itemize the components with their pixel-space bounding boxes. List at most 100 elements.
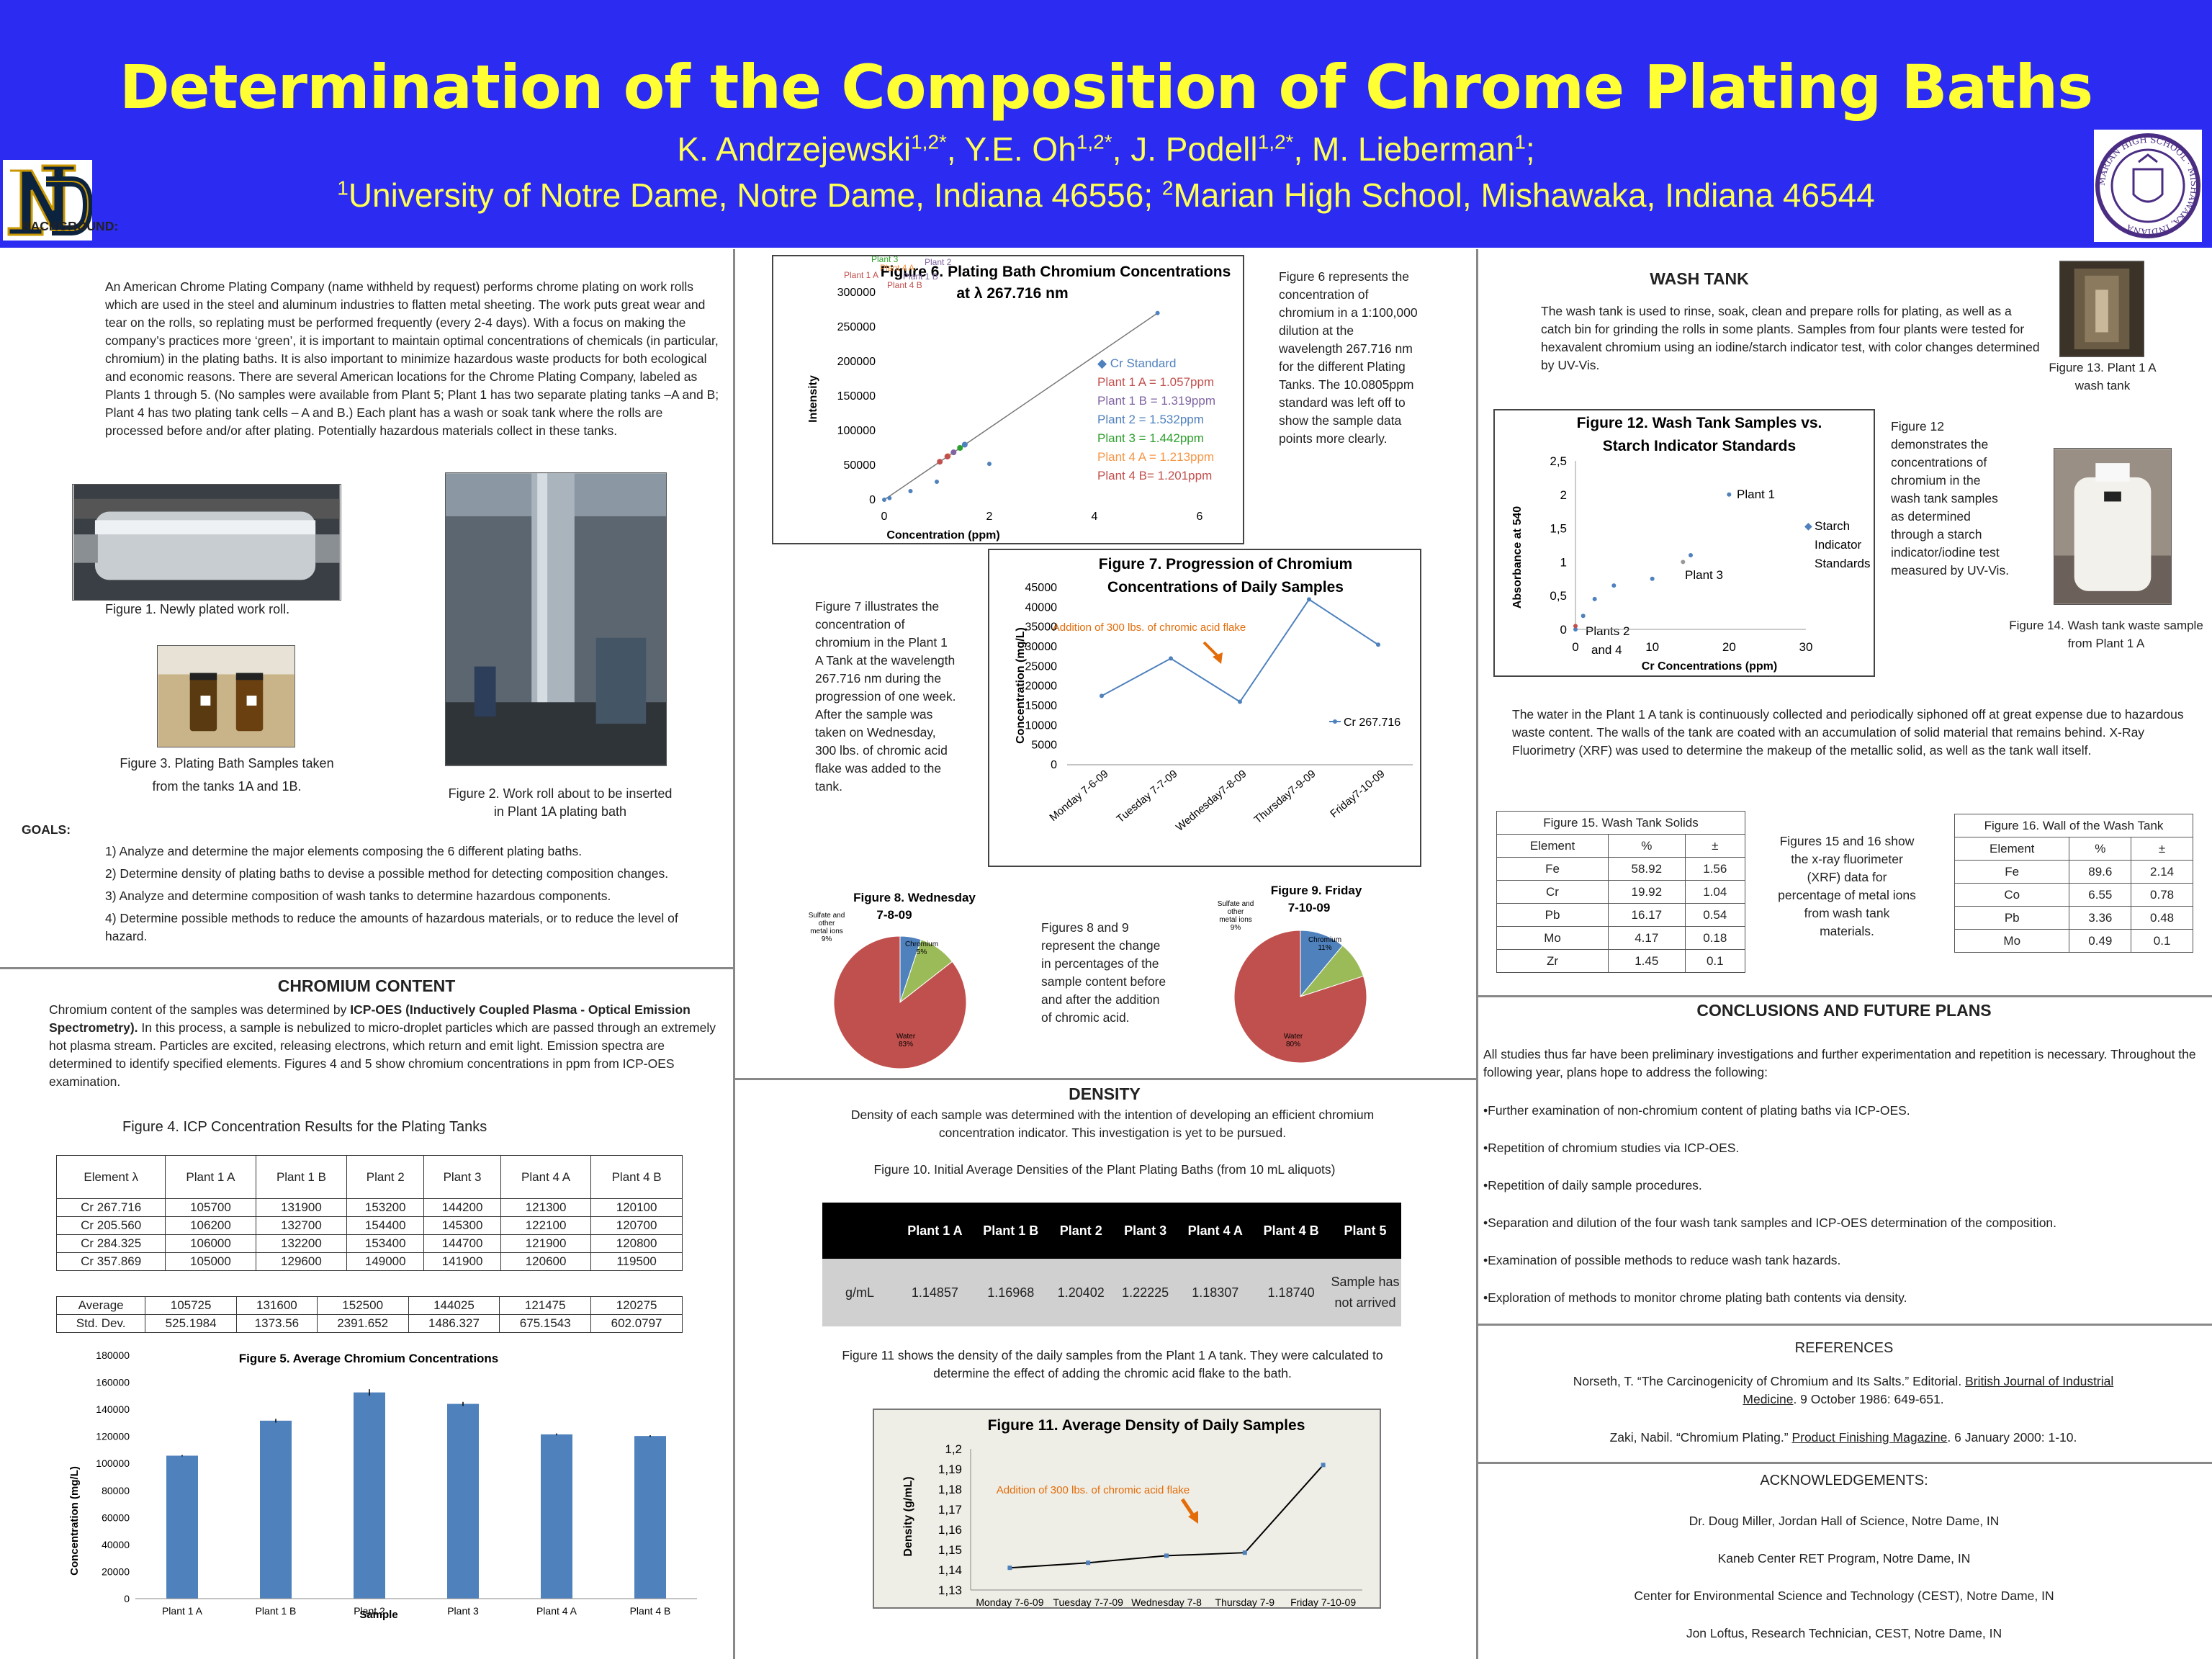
fig7-ytick: 20000 — [1025, 680, 1058, 693]
fig12-xtick: 30 — [1799, 640, 1813, 654]
fig5-category: Plant 3 — [447, 1605, 479, 1617]
section-divider-conclusions — [1476, 995, 2212, 997]
fig4-stats-table: Average 105725 131600 152500 144025 121475 120… — [55, 1296, 683, 1333]
fig5-ytick: 80000 — [102, 1485, 130, 1496]
fig6-legend-item: Plant 1 B = 1.319ppm — [1097, 394, 1215, 408]
fig14-caption: Figure 14. Wash tank waste sample from P… — [2009, 619, 2203, 650]
fig11-annotation: Addition of 300 lbs. of chromic acid fla… — [997, 1484, 1190, 1496]
fig12-ytick: 2 — [1560, 488, 1567, 502]
fig6-point-label: Plant 4 B — [887, 280, 922, 290]
fig11-ytick: 1,16 — [938, 1523, 962, 1537]
fig7-ytick: 35000 — [1025, 621, 1058, 634]
fig11-frame — [873, 1409, 1381, 1609]
fig11-ytick: 1,13 — [938, 1584, 962, 1597]
fig6-point — [1155, 310, 1160, 315]
fig6-ytick: 200000 — [837, 356, 876, 368]
fig12-xtick: 10 — [1645, 640, 1659, 654]
fig6-point-label: Plant 2 — [925, 257, 952, 267]
fig6-legend-item: ◆ Cr Standard — [1097, 356, 1176, 370]
fig6-point — [935, 480, 939, 485]
fig6-point — [950, 449, 957, 456]
fig11-xtick: Wednesday 7-8 — [1131, 1596, 1202, 1608]
fig6-point — [887, 495, 892, 500]
background-text: An American Chrome Plating Company (name… — [105, 279, 719, 438]
column-divider-2 — [1476, 249, 1478, 1659]
fig5-bar — [354, 1392, 385, 1599]
references-heading: REFERENCES — [1794, 1340, 1894, 1356]
conclusion-item: •Repetition of chromium studies via ICP-… — [1483, 1141, 1740, 1155]
ack-item: Center for Environmental Science and Tec… — [1634, 1589, 2054, 1603]
fig12-point — [1573, 624, 1578, 629]
fig9-title: Figure 9. Friday — [1271, 884, 1362, 897]
poster-title: Determination of the Composition of Chro… — [119, 52, 2093, 122]
fig5-bar — [634, 1436, 666, 1599]
section-divider-density — [733, 1078, 1478, 1080]
fig9-title2: 7-10-09 — [1288, 901, 1331, 915]
fig6-legend-item: Plant 2 = 1.532ppm — [1097, 413, 1204, 426]
fig11-point — [1321, 1463, 1326, 1468]
fig1516-note: Figures 15 and 16 show the x-ray fluorim… — [1778, 834, 1916, 938]
section-divider-chromium — [0, 967, 733, 969]
fig7-ytick: 10000 — [1025, 719, 1058, 732]
fig11-xtick: Tuesday 7-7-09 — [1053, 1596, 1123, 1608]
fig12-point — [1727, 492, 1732, 497]
fig6-point-label: Plant 1 B — [903, 271, 938, 282]
fig7-point — [1169, 656, 1173, 661]
pie-label: metal ions — [810, 927, 843, 935]
fig8-title: Figure 8. Wednesday — [853, 891, 976, 904]
fig7-legend: Cr 267.716 — [1344, 717, 1401, 729]
fig12-legend-line1: Starch — [1815, 519, 1850, 533]
fig12-point — [1650, 576, 1655, 581]
fig12-point — [1681, 560, 1686, 565]
conclusions-intro: All studies thus far have been prelimina… — [1483, 1047, 2196, 1079]
fig11-title: Figure 11. Average Density of Daily Samp… — [988, 1417, 1305, 1434]
fig12-label-plants24: Plants 2 — [1586, 624, 1629, 638]
wash-text-2: The water in the Plant 1 A tank is conti… — [1512, 707, 2184, 758]
pie-label: Water — [1284, 1033, 1303, 1041]
header-banner — [0, 0, 2212, 248]
fig7-frame — [988, 549, 1421, 867]
pie-label: 11% — [1318, 944, 1331, 952]
chromium-heading: CHROMIUM CONTENT — [277, 976, 456, 995]
fig12-ytick: 1,5 — [1550, 522, 1567, 536]
wash-heading: WASH TANK — [1650, 269, 1749, 288]
pie-label: 80% — [1286, 1041, 1300, 1048]
fig6-point — [987, 462, 992, 467]
goal-item: 1) Analyze and determine the major eleme… — [105, 844, 583, 858]
fig11-ylabel: Density (g/mL) — [902, 1476, 914, 1556]
fig3-caption-line1: Figure 3. Plating Bath Samples taken — [120, 756, 334, 771]
ack-item: Kaneb Center RET Program, Notre Dame, IN — [1717, 1551, 1971, 1566]
fig6-frame — [772, 255, 1244, 544]
pie-label: metal ions — [1219, 916, 1252, 924]
fig16-table: Figure 16. Wall of the Wash Tank Element… — [1954, 814, 2193, 953]
fig5-category: Plant 4 A — [536, 1605, 577, 1617]
reference-2: Zaki, Nabil. “Chromium Plating.” Product… — [1609, 1430, 2077, 1445]
plating-bath-photo — [445, 472, 667, 766]
fig12-ytick: 2,5 — [1550, 454, 1567, 468]
fig7-point — [1376, 642, 1380, 647]
fig5-category: Plant 1 B — [256, 1605, 297, 1617]
fig12-frame — [1493, 409, 1875, 677]
fig11-xtick: Monday 7-6-09 — [976, 1596, 1043, 1608]
fig11-point — [1242, 1550, 1247, 1555]
conclusion-item: •Exploration of methods to monitor chrom… — [1483, 1290, 1907, 1305]
conclusion-item: •Further examination of non-chromium con… — [1483, 1103, 1910, 1118]
section-divider-references — [1476, 1324, 2212, 1326]
density-text: Density of each sample was determined wi… — [850, 1108, 1375, 1140]
fig7-line-chart: Figure 7. Progression of Chromium Concen… — [1015, 556, 1413, 834]
conclusions-list: •Further examination of non-chromium con… — [1483, 1102, 2203, 1326]
fig6-legend-item: Plant 4 A = 1.213ppm — [1097, 450, 1214, 464]
fig7-ylabel: Concentration (mg/L) — [1015, 627, 1027, 744]
pie-label: other — [1228, 908, 1244, 916]
fig7-xtick: Tuesday 7-7-09 — [1115, 768, 1180, 825]
pie-label: 9% — [1231, 924, 1241, 932]
fig8-title2: 7-8-09 — [876, 908, 912, 922]
fig7-xtick: Wednesday7-8-09 — [1174, 768, 1249, 834]
fig6-point-label: Plant 1 A — [844, 270, 878, 280]
fig11-ytick: 1,15 — [938, 1543, 962, 1557]
fig5-bar — [447, 1403, 479, 1599]
fig6-title: Figure 6. Plating Bath Chromium Concentr… — [881, 264, 1231, 280]
fig6-ytick: 100000 — [837, 425, 876, 437]
affiliation-line: 1University of Notre Dame, Notre Dame, I… — [337, 176, 1875, 214]
